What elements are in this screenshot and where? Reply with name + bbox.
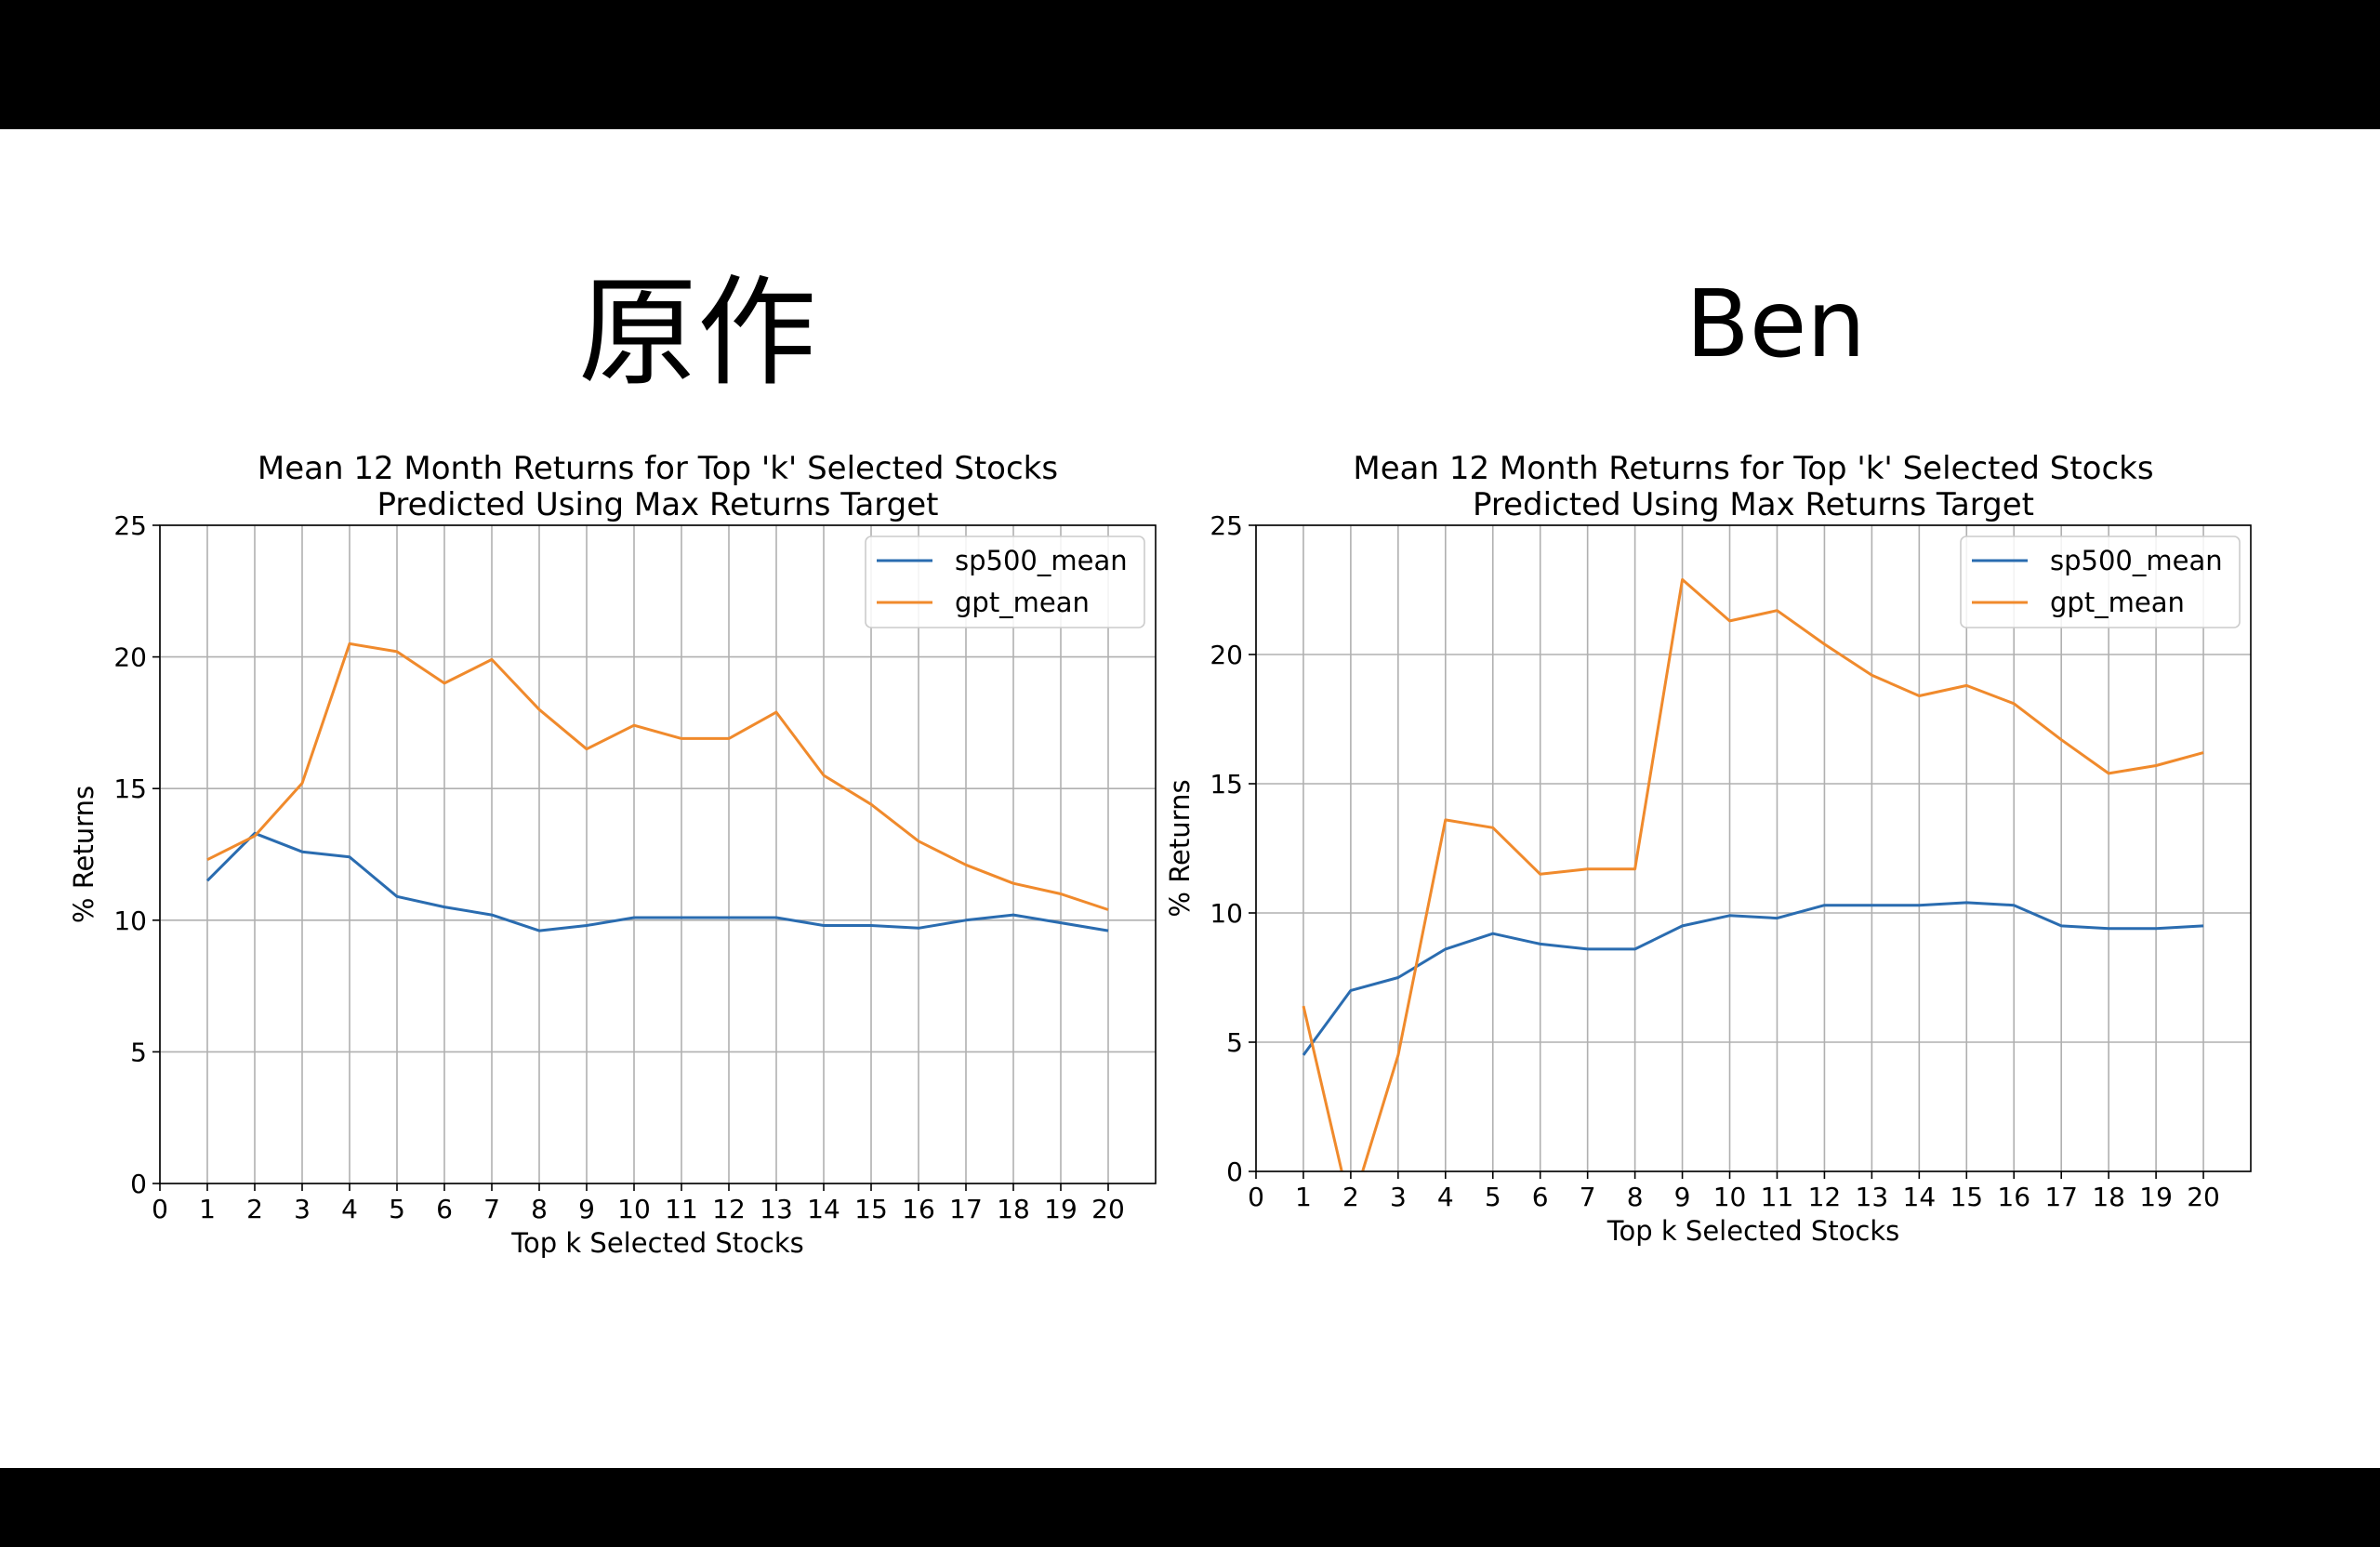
x-tick-label: 18 xyxy=(997,1194,1030,1224)
y-tick-label: 25 xyxy=(113,510,147,541)
legend-label-sp500_mean: sp500_mean xyxy=(2050,545,2223,576)
x-tick-label: 14 xyxy=(1903,1182,1937,1212)
x-tick-label: 19 xyxy=(1044,1194,1078,1224)
x-tick-label: 1 xyxy=(199,1194,216,1224)
x-tick-label: 4 xyxy=(1437,1182,1454,1212)
legend-label-gpt_mean: gpt_mean xyxy=(955,587,1090,618)
y-tick-label: 15 xyxy=(1210,769,1243,800)
x-tick-label: 19 xyxy=(2139,1182,2173,1212)
series-line-gpt_mean xyxy=(206,641,1109,911)
plot-frame xyxy=(159,524,1157,1184)
x-axis-label: Top k Selected Stocks xyxy=(510,1227,803,1259)
plot-frame xyxy=(1255,524,2252,1172)
legend-box xyxy=(865,536,1145,628)
y-axis-label: % Returns xyxy=(1164,779,1196,917)
y-tick-label: 10 xyxy=(1210,898,1243,929)
x-tick-label: 13 xyxy=(1856,1182,1889,1212)
x-tick-label: 5 xyxy=(389,1194,405,1224)
x-tick-label: 17 xyxy=(2044,1182,2078,1212)
x-tick-label: 7 xyxy=(1580,1182,1596,1212)
x-tick-label: 12 xyxy=(1808,1182,1842,1212)
x-tick-label: 2 xyxy=(246,1194,263,1224)
x-tick-label: 6 xyxy=(1532,1182,1549,1212)
chart-title-line: Mean 12 Month Returns for Top 'k' Select… xyxy=(258,450,1058,487)
x-tick-label: 0 xyxy=(1248,1182,1264,1212)
x-tick-label: 16 xyxy=(902,1194,935,1224)
x-axis-label: Top k Selected Stocks xyxy=(1606,1215,1899,1247)
slide: 原作 Ben 0 1 2 3 4 5 6 7 8 9 10 11 12 13 14 15 16 17 18 19 20 0… xyxy=(0,129,2380,1468)
series-line-sp500_mean xyxy=(1302,901,2204,1056)
x-tick-label: 0 xyxy=(152,1194,168,1224)
y-tick-label: 5 xyxy=(130,1037,147,1067)
x-tick-label: 11 xyxy=(665,1194,698,1224)
chart-title-line: Predicted Using Max Returns Target xyxy=(1473,486,2034,523)
x-tick-label: 13 xyxy=(760,1194,793,1224)
y-tick-label: 25 xyxy=(1210,510,1243,541)
x-tick-label: 3 xyxy=(294,1194,311,1224)
x-tick-label: 15 xyxy=(854,1194,888,1224)
y-tick-label: 15 xyxy=(113,774,147,804)
chart-right: 0 1 2 3 4 5 6 7 8 9 10 11 12 13 14 15 16 17 18 19 2005101520… xyxy=(1164,450,2252,1247)
x-tick-label: 8 xyxy=(531,1194,548,1224)
x-tick-label: 20 xyxy=(2187,1182,2220,1212)
legend-label-gpt_mean: gpt_mean xyxy=(2050,587,2185,618)
x-tick-label: 16 xyxy=(1997,1182,2030,1212)
chart-title-line: Mean 12 Month Returns for Top 'k' Select… xyxy=(1353,450,2153,487)
y-tick-label: 5 xyxy=(1226,1027,1243,1058)
x-tick-label: 3 xyxy=(1390,1182,1407,1212)
chart-title-line: Predicted Using Max Returns Target xyxy=(377,486,938,523)
y-tick-label: 0 xyxy=(1226,1157,1243,1187)
heading-right: Ben xyxy=(1686,270,1866,378)
x-tick-label: 4 xyxy=(341,1194,358,1224)
y-tick-label: 0 xyxy=(130,1169,147,1199)
x-tick-label: 2 xyxy=(1342,1182,1359,1212)
x-tick-label: 9 xyxy=(578,1194,595,1224)
heading-left: 原作 xyxy=(577,264,816,403)
series-line-sp500_mean xyxy=(205,831,1109,932)
x-tick-label: 6 xyxy=(436,1194,453,1224)
series-line-gpt_mean xyxy=(1302,577,2204,1171)
x-tick-label: 20 xyxy=(1091,1194,1125,1224)
x-tick-label: 18 xyxy=(2092,1182,2125,1212)
x-tick-label: 14 xyxy=(807,1194,840,1224)
x-tick-label: 5 xyxy=(1485,1182,1501,1212)
x-tick-label: 12 xyxy=(712,1194,746,1224)
x-tick-label: 7 xyxy=(483,1194,500,1224)
y-tick-label: 20 xyxy=(1210,640,1243,670)
y-axis-label: % Returns xyxy=(68,786,99,923)
x-tick-label: 9 xyxy=(1674,1182,1691,1212)
x-tick-label: 11 xyxy=(1761,1182,1794,1212)
x-tick-label: 10 xyxy=(617,1194,651,1224)
x-tick-label: 10 xyxy=(1713,1182,1747,1212)
chart-left: 0 1 2 3 4 5 6 7 8 9 10 11 12 13 14 15 16 17 18 19 2005101520… xyxy=(68,450,1157,1259)
legend-label-sp500_mean: sp500_mean xyxy=(955,545,1128,576)
y-tick-label: 20 xyxy=(113,642,147,673)
x-tick-label: 15 xyxy=(1950,1182,1983,1212)
y-tick-label: 10 xyxy=(113,906,147,936)
x-tick-label: 1 xyxy=(1295,1182,1312,1212)
x-tick-label: 8 xyxy=(1627,1182,1644,1212)
legend-box xyxy=(1960,536,2241,628)
x-tick-label: 17 xyxy=(949,1194,983,1224)
